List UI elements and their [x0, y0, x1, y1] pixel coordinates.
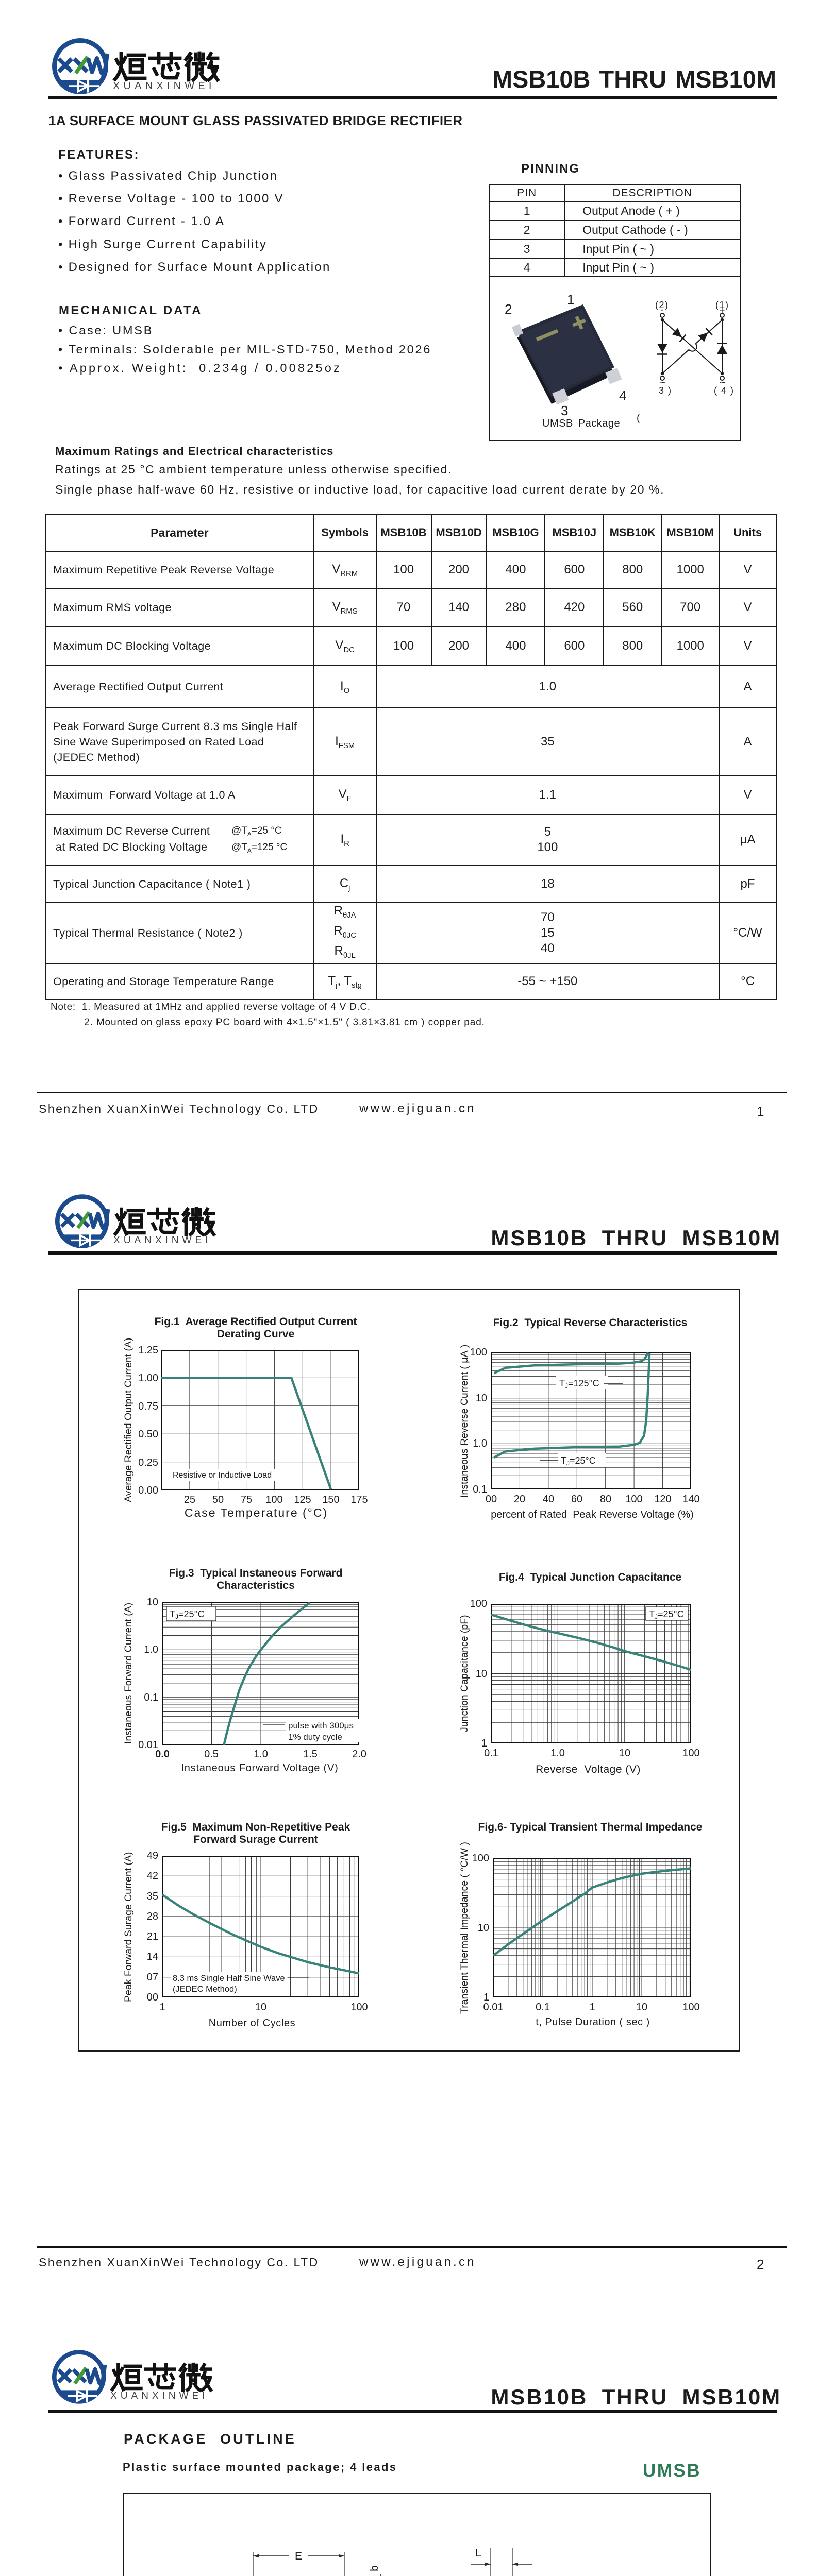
svg-text:-: - [660, 304, 664, 315]
svg-text:TJ=25°C: TJ=25°C [649, 1609, 684, 1620]
svg-text:pulse with 300μs: pulse with 300μs [288, 1721, 354, 1731]
svg-text:~: ~ [720, 377, 726, 388]
svg-text:TJ=125°C: TJ=125°C [559, 1378, 599, 1389]
svg-text:TJ=25°C: TJ=25°C [170, 1609, 205, 1620]
svg-text:+: + [719, 306, 726, 317]
svg-text:3 ): 3 ) [659, 385, 672, 396]
svg-text:~: ~ [659, 377, 666, 388]
svg-text:1% duty cycle: 1% duty cycle [288, 1732, 342, 1742]
svg-text:8.3 ms Single Half Sine Wave: 8.3 ms Single Half Sine Wave [173, 1974, 285, 1983]
svg-text:TJ=25°C: TJ=25°C [561, 1455, 596, 1467]
svg-text:(1): (1) [715, 300, 729, 310]
svg-text:E: E [295, 2550, 302, 2562]
svg-text:( 4 ): ( 4 ) [714, 385, 734, 396]
svg-text:(2): (2) [655, 300, 669, 310]
svg-text:L: L [475, 2547, 481, 2559]
svg-text:(JEDEC Method): (JEDEC Method) [173, 1985, 237, 1994]
svg-text:Resistive or Inductive Load: Resistive or Inductive Load [173, 1471, 272, 1480]
svg-text:b: b [369, 2565, 380, 2571]
